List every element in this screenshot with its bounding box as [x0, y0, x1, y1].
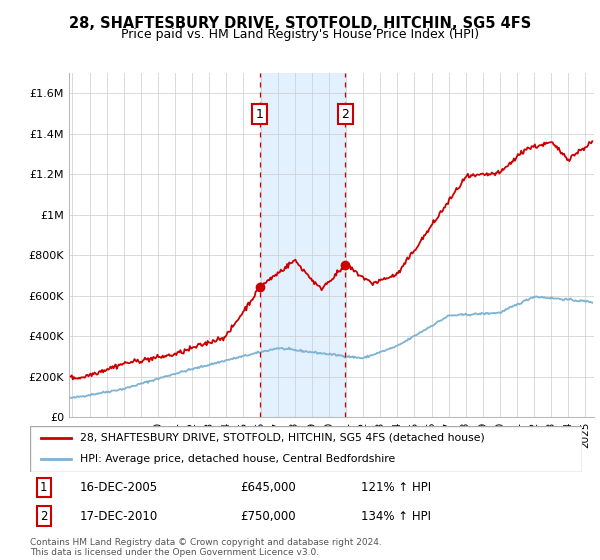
Text: £645,000: £645,000: [240, 481, 296, 494]
Text: 134% ↑ HPI: 134% ↑ HPI: [361, 510, 431, 522]
Text: HPI: Average price, detached house, Central Bedfordshire: HPI: Average price, detached house, Cent…: [80, 454, 395, 464]
Text: 1: 1: [40, 481, 47, 494]
Text: 28, SHAFTESBURY DRIVE, STOTFOLD, HITCHIN, SG5 4FS (detached house): 28, SHAFTESBURY DRIVE, STOTFOLD, HITCHIN…: [80, 433, 484, 443]
Text: 2: 2: [341, 108, 349, 120]
Text: 121% ↑ HPI: 121% ↑ HPI: [361, 481, 431, 494]
Text: Contains HM Land Registry data © Crown copyright and database right 2024.
This d: Contains HM Land Registry data © Crown c…: [30, 538, 382, 557]
Text: 16-DEC-2005: 16-DEC-2005: [80, 481, 158, 494]
Text: £750,000: £750,000: [240, 510, 295, 522]
Text: 28, SHAFTESBURY DRIVE, STOTFOLD, HITCHIN, SG5 4FS: 28, SHAFTESBURY DRIVE, STOTFOLD, HITCHIN…: [69, 16, 531, 31]
Text: 1: 1: [256, 108, 264, 120]
FancyBboxPatch shape: [30, 426, 582, 472]
Bar: [260, 73, 346, 417]
Text: Price paid vs. HM Land Registry's House Price Index (HPI): Price paid vs. HM Land Registry's House …: [121, 28, 479, 41]
Text: 17-DEC-2010: 17-DEC-2010: [80, 510, 158, 522]
Text: 2: 2: [40, 510, 47, 522]
